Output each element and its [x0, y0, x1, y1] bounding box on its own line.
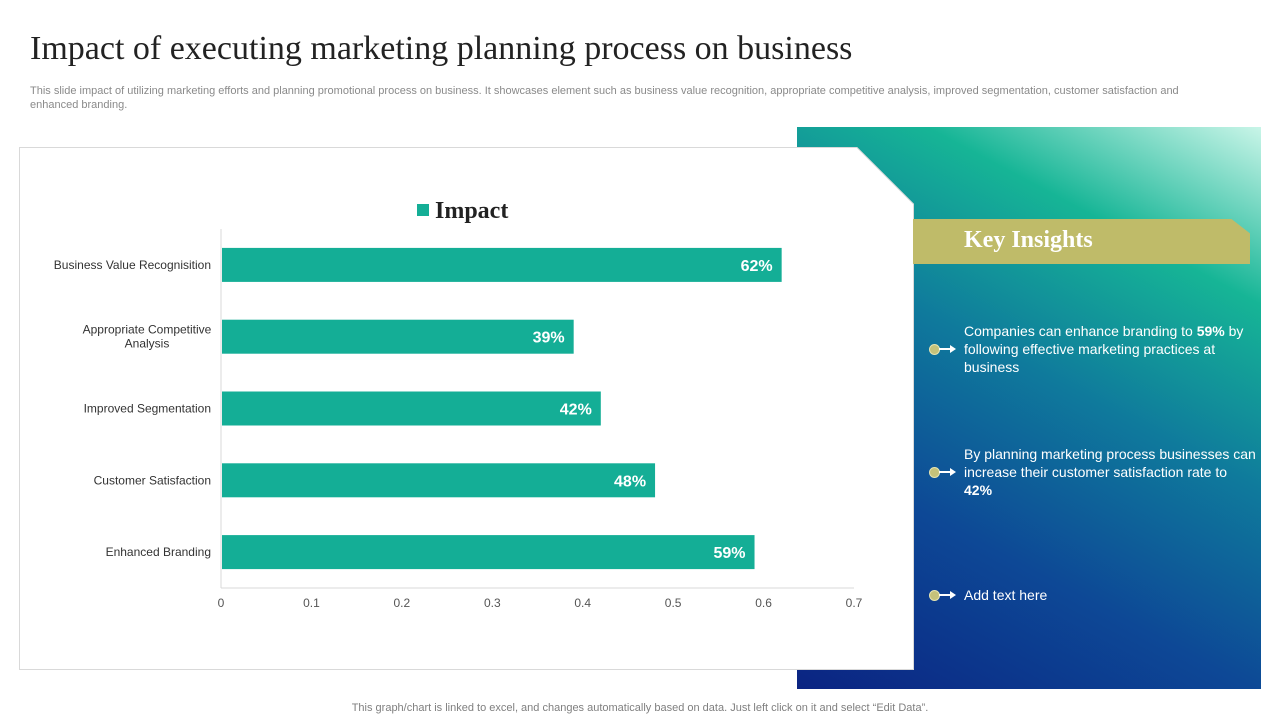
impact-bar-chart: Impact 62% Business Value Recognisition 39… — [19, 147, 914, 670]
x-axis-tick-label: 0.6 — [755, 596, 772, 610]
bar-data-label: 42% — [560, 402, 592, 419]
x-axis-tick-label: 0.1 — [303, 596, 320, 610]
chart-card: Impact 62% Business Value Recognisition 39… — [19, 147, 914, 670]
bullet-arrow-icon — [928, 466, 958, 478]
bar — [222, 463, 656, 498]
bar-data-label: 59% — [713, 545, 745, 562]
bar — [222, 247, 782, 282]
y-axis-category-label: Improved Segmentation — [84, 402, 211, 416]
page-subtitle: This slide impact of utilizing marketing… — [30, 85, 1179, 111]
insight-text-before: By planning marketing process businesses… — [964, 446, 1256, 480]
y-axis-category-label: Business Value Recognisition — [54, 258, 211, 272]
insight-text-after: by following effective marketing practic… — [964, 323, 1244, 375]
key-insights-title: Key Insights — [964, 227, 1093, 253]
bullet-arrow-icon — [928, 343, 958, 355]
insight-text: By planning marketing process businesses… — [964, 445, 1256, 499]
x-axis-tick-label: 0.5 — [665, 596, 682, 610]
insight-value: 42% — [964, 482, 993, 498]
chart-footer-note: This graph/chart is linked to excel, and… — [351, 702, 929, 714]
y-axis-category-label: Enhanced Branding — [106, 545, 211, 559]
bar-data-label: 39% — [533, 330, 565, 347]
x-axis-tick-label: 0.3 — [484, 596, 501, 610]
y-axis-category-label: Appropriate Competitive Analysis — [83, 323, 212, 351]
bar — [222, 535, 755, 570]
legend-label: Impact — [435, 198, 508, 224]
x-axis-tick-label: 0 — [218, 596, 225, 610]
bullet-arrow-icon — [928, 589, 958, 601]
chart-plot-area: 62% Business Value Recognisition 39% Approp… — [54, 229, 863, 610]
page-title: Impact of executing marketing planning p… — [30, 30, 853, 67]
y-axis-category-label: Customer Satisfaction — [94, 473, 211, 487]
bar — [222, 319, 574, 354]
insight-value: 59% — [1196, 323, 1225, 339]
x-axis-tick-label: 0.4 — [574, 596, 591, 610]
insight-text-before: Companies can enhance branding to — [964, 323, 1197, 339]
key-insights-banner: Key Insights — [913, 219, 1250, 264]
insight-text: Companies can enhance branding to 59% by… — [964, 322, 1256, 376]
bar-data-label: 48% — [614, 473, 646, 490]
bar-data-label: 62% — [741, 258, 773, 275]
insight-text[interactable]: Add text here — [964, 586, 1256, 604]
bar — [222, 391, 601, 426]
x-axis-tick-label: 0.7 — [846, 596, 863, 610]
x-axis-tick-label: 0.2 — [394, 596, 411, 610]
insight-placeholder-text[interactable]: Add text here — [964, 587, 1048, 603]
legend-swatch — [417, 204, 429, 216]
